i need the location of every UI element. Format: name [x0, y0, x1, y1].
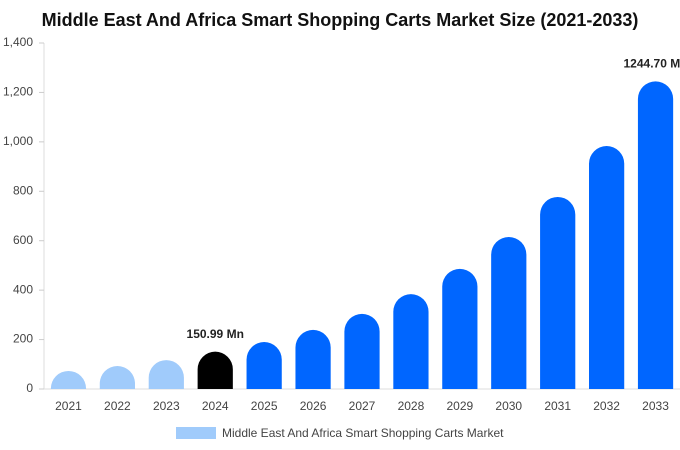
x-tick-label: 2032 — [593, 399, 620, 413]
bar — [295, 329, 331, 389]
chart-title: Middle East And Africa Smart Shopping Ca… — [42, 10, 639, 30]
y-tick-label: 0 — [26, 381, 33, 395]
bar — [50, 370, 87, 389]
x-tick-label: 2023 — [153, 399, 180, 413]
x-tick-label: 2029 — [446, 399, 473, 413]
y-tick-label: 1,200 — [3, 85, 33, 99]
bar — [442, 268, 478, 389]
bar — [637, 81, 674, 389]
y-tick-label: 200 — [13, 332, 33, 346]
x-tick-label: 2027 — [349, 399, 376, 413]
x-tick-label: 2028 — [398, 399, 425, 413]
legend-swatch — [176, 427, 216, 439]
x-tick-label: 2024 — [202, 399, 229, 413]
x-tick-label: 2022 — [104, 399, 131, 413]
bar — [148, 360, 184, 389]
x-tick-label: 2031 — [544, 399, 571, 413]
bar — [344, 313, 380, 389]
x-tick-label: 2033 — [642, 399, 669, 413]
x-tick-label: 2021 — [55, 399, 82, 413]
y-tick-label: 1,000 — [3, 134, 33, 148]
x-tick-label: 2026 — [300, 399, 327, 413]
y-tick-label: 800 — [13, 183, 33, 197]
bar — [99, 366, 135, 389]
bar — [589, 146, 625, 389]
bar — [197, 351, 233, 389]
bar — [491, 237, 527, 389]
bar — [393, 294, 429, 389]
value-label: 1244.70 Mn — [624, 57, 680, 71]
y-tick-label: 400 — [13, 282, 33, 296]
y-tick-label: 600 — [13, 233, 33, 247]
bar — [246, 342, 282, 389]
legend-label: Middle East And Africa Smart Shopping Ca… — [222, 426, 504, 440]
bar — [540, 196, 576, 389]
x-tick-label: 2030 — [495, 399, 522, 413]
x-tick-label: 2025 — [251, 399, 278, 413]
y-tick-label: 1,400 — [3, 35, 33, 49]
value-label: 150.99 Mn — [187, 327, 244, 341]
